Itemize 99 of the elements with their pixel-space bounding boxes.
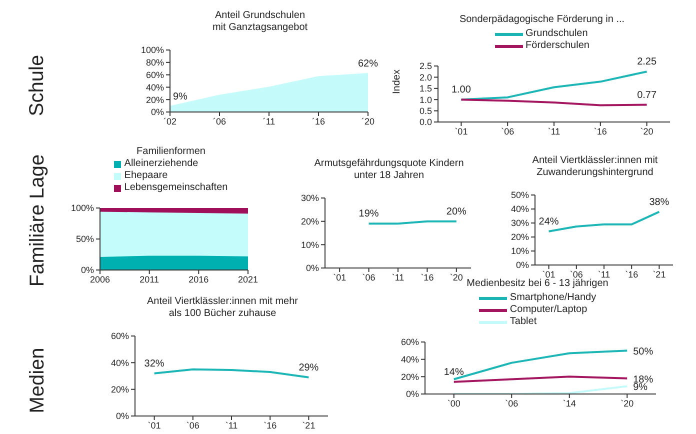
legend-label: Ehepaare	[124, 170, 168, 182]
y-tick-label: 0.0	[419, 117, 432, 128]
data-label: 19%	[358, 208, 379, 220]
x-tick-label: `11	[225, 420, 238, 430]
data-label: 9%	[173, 91, 188, 102]
chart-title: Sonderpädagogische Förderung in ...	[458, 14, 626, 26]
y-tick-label: 60%	[146, 70, 164, 80]
x-tick-label: `06	[501, 126, 514, 136]
x-tick-label: ´02	[163, 116, 177, 126]
y-axis-title: Index	[392, 70, 403, 94]
y-tick-label: 1.0	[419, 94, 432, 105]
legend-label: Smartphone/Handy	[510, 292, 596, 304]
y-tick-label: 10%	[300, 240, 319, 250]
data-label: 32%	[144, 358, 164, 370]
x-tick-label: `01	[454, 126, 468, 136]
text: Familiäre Lage	[26, 154, 50, 286]
x-tick-label: 2006	[90, 274, 110, 284]
y-tick-label: 20%	[510, 232, 529, 242]
y-tick-label: 0%	[80, 265, 94, 276]
x-tick-label: `20	[450, 272, 463, 282]
x-tick-label: `16	[264, 420, 277, 430]
data-label: 20%	[446, 206, 467, 218]
y-tick-label: 0%	[116, 411, 129, 422]
x-tick-label: ´16	[312, 116, 326, 126]
x-tick-label: `20	[620, 398, 634, 408]
y-tick-label: 20%	[110, 384, 129, 395]
y-tick-label: 100%	[70, 203, 94, 214]
y-tick-label: 2.0	[419, 72, 432, 82]
y-tick-label: 60%	[110, 331, 129, 342]
y-tick-label: 0.5	[419, 106, 432, 116]
x-tick-label: ´11	[262, 116, 276, 126]
text: Schule	[26, 54, 50, 116]
y-tick-label: 20%	[146, 94, 164, 105]
legend-label: Computer/Laptop	[510, 304, 588, 316]
legend-label: Alleinerziehende	[124, 158, 198, 170]
y-tick-label: 10%	[510, 246, 529, 256]
x-tick-label: ´06	[212, 116, 226, 126]
y-tick-label: 60%	[400, 337, 419, 348]
x-tick-label: `11	[392, 272, 404, 282]
y-tick-label: 1.5	[419, 84, 432, 94]
data-label: 9%	[633, 382, 648, 394]
legend-label: Lebensgemeinschaften	[124, 182, 228, 194]
x-tick-label: 2016	[188, 274, 209, 284]
legend-title: Familienformen	[136, 146, 206, 158]
x-tick-label: ´20	[361, 116, 375, 126]
chart-title: Armutsgefährdungsquote Kindern unter 18 Jahren	[313, 158, 465, 182]
y-tick-label: 50%	[510, 190, 529, 200]
chart-title: Anteil Viertklässler:innen mit mehr als 100 Bücher zuhause	[146, 296, 299, 320]
data-label: 62%	[358, 58, 378, 70]
data-label: 2.25	[637, 56, 657, 68]
x-tick-label: `11	[598, 269, 610, 280]
y-tick-label: 0%	[406, 389, 419, 400]
data-label: 24%	[538, 216, 559, 228]
y-tick-label: 2.5	[419, 61, 432, 72]
data-label: 29%	[298, 362, 319, 374]
y-tick-label: 40%	[510, 204, 529, 214]
y-tick-label: 40%	[110, 358, 129, 368]
data-label: 14%	[444, 366, 464, 378]
y-tick-label: 20%	[300, 216, 319, 227]
data-label: 38%	[649, 196, 670, 208]
x-tick-label: `01	[542, 269, 556, 280]
y-tick-label: 0%	[150, 107, 164, 118]
data-label: 1.00	[451, 84, 472, 96]
y-tick-label: 40%	[146, 82, 164, 92]
x-tick-label: `16	[594, 126, 607, 136]
text: Medien	[26, 347, 50, 413]
x-tick-label: `14	[562, 398, 576, 408]
legend-label: Förderschulen	[526, 40, 590, 52]
chart-title: Anteil Grundschulen mit Ganztagsangebot	[211, 10, 309, 34]
y-tick-label: 30%	[510, 218, 529, 228]
legend-label: Tablet	[510, 316, 537, 328]
chart-title: Medienbesitz bei 6 - 13 jährigen	[466, 278, 608, 289]
x-tick-label: `20	[640, 126, 654, 136]
y-tick-label: 50%	[76, 234, 94, 244]
x-tick-label: `01	[148, 420, 161, 430]
y-tick-label: 100%	[140, 45, 164, 56]
y-tick-label: 40%	[400, 354, 419, 365]
y-tick-label: 20%	[400, 372, 419, 382]
y-tick-label: 0%	[516, 260, 529, 270]
data-label: 50%	[633, 346, 654, 358]
legend-label: Grundschulen	[526, 28, 588, 40]
x-tick-label: `21	[302, 420, 316, 430]
x-tick-label: `00	[447, 398, 460, 408]
y-tick-label: 0%	[306, 263, 319, 274]
x-tick-label: `11	[548, 126, 560, 136]
x-tick-label: `16	[625, 269, 638, 280]
x-tick-label: 2011	[140, 274, 160, 284]
x-tick-label: `01	[333, 272, 346, 282]
x-tick-label: `06	[186, 420, 200, 430]
y-tick-label: 30%	[300, 193, 319, 204]
chart-title: Anteil Viertklässler:innen mit Zuwanderungshintergrund	[531, 155, 659, 179]
x-tick-label: `06	[570, 269, 583, 280]
x-tick-label: `06	[505, 398, 518, 408]
data-label: 0.77	[637, 90, 657, 101]
y-tick-label: 80%	[146, 58, 164, 68]
x-tick-label: `06	[362, 272, 376, 282]
x-tick-label: `21	[652, 269, 666, 280]
x-tick-label: 2021	[238, 274, 258, 284]
x-tick-label: `16	[420, 272, 434, 282]
